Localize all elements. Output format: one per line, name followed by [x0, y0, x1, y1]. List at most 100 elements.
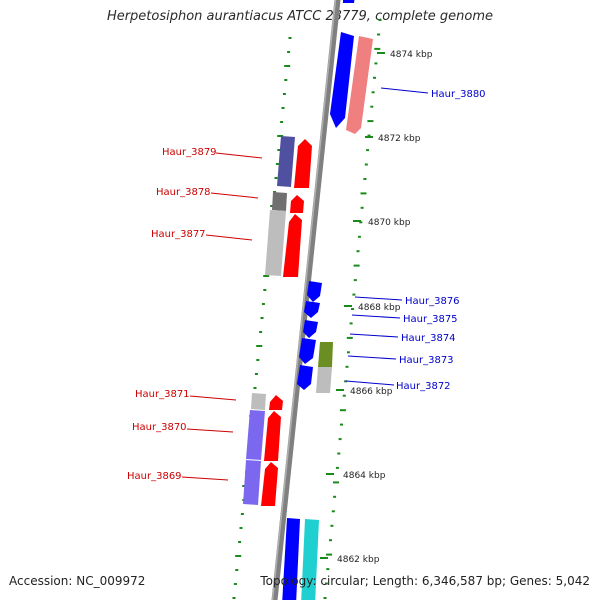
tick-4864: 4864 kbp [326, 471, 386, 481]
tick-label: 4866 kbp [350, 387, 393, 397]
gene-haur-3877[interactable] [283, 214, 302, 277]
label-haur-3875[interactable]: Haur_3875 [403, 314, 458, 325]
label-haur-3876[interactable]: Haur_3876 [405, 296, 460, 307]
tick-4874: 4874 kbp [377, 50, 433, 60]
gene-haur-3871-grey[interactable] [251, 393, 266, 410]
gc-dot-inner [324, 582, 328, 585]
gene-bottom-blue[interactable] [282, 518, 300, 600]
gene-haur-3876[interactable] [307, 281, 322, 302]
label-haur-3870[interactable]: Haur_3870 [132, 422, 187, 433]
gc-dot-outer [281, 107, 285, 109]
gc-dot-outer [263, 289, 267, 291]
gc-dot-inner [338, 438, 342, 441]
gc-dot-inner [346, 336, 353, 339]
gene-haur-3874[interactable] [303, 320, 318, 338]
gc-dot-inner [367, 134, 371, 137]
gene-haur-3869[interactable] [261, 462, 278, 506]
tick-label: 4862 kbp [337, 555, 380, 565]
gene-haur-3871[interactable] [269, 395, 283, 410]
gc-dot-outer [263, 275, 270, 277]
accession-text: Accession: NC_009972 [9, 574, 146, 588]
gc-dot-inner [359, 221, 363, 224]
label-haur-3871[interactable]: Haur_3871 [135, 389, 190, 400]
gene-haur-3873-blue[interactable] [299, 338, 316, 364]
gc-dot-outer [238, 541, 242, 543]
gc-dot-inner [344, 380, 348, 383]
gc-dot-inner [367, 120, 374, 123]
gc-dot-inner [357, 235, 361, 238]
gc-dot-inner [323, 597, 327, 599]
gc-dot-outer [282, 93, 286, 95]
gc-dot-inner [346, 351, 350, 354]
genome-backbone [271, 0, 341, 600]
gc-dot-outer [260, 317, 264, 319]
tick-4866: 4866 kbp [336, 387, 393, 397]
gc-dot-outer [235, 569, 239, 571]
gc-dot-outer [240, 513, 244, 515]
gc-dot-outer [235, 555, 242, 557]
gc-dot-inner [377, 33, 381, 36]
gene-haur-3872-blue[interactable] [297, 365, 313, 390]
label-haur-3880[interactable]: Haur_3880 [431, 89, 486, 100]
gc-dot-outer [233, 583, 237, 585]
tick-label: 4870 kbp [368, 218, 411, 228]
gc-dot-inner [353, 279, 357, 282]
gc-dot-inner [342, 394, 346, 397]
label-haur-3878[interactable]: Haur_3878 [156, 187, 211, 198]
label-haur-3873[interactable]: Haur_3873 [399, 355, 454, 366]
gc-dot-inner [331, 510, 335, 513]
tick-label: 4864 kbp [343, 471, 386, 481]
gc-dot-outer [273, 191, 277, 193]
forward-genes [282, 0, 373, 600]
gene-haur-3870[interactable] [264, 411, 281, 461]
gene-haur-3879[interactable] [294, 139, 312, 188]
label-haur-3879[interactable]: Haur_3879 [162, 147, 217, 158]
gene-haur-3880[interactable] [346, 36, 373, 134]
gene-haur-3878-grey[interactable] [272, 192, 287, 211]
gc-dot-inner [326, 553, 333, 556]
gc-dot-inner [378, 19, 382, 21]
gc-dot-inner [345, 365, 349, 368]
label-haur-3877[interactable]: Haur_3877 [151, 229, 206, 240]
tick-label: 4872 kbp [378, 134, 421, 144]
gc-dot-inner [335, 466, 339, 469]
genome-summary-text: Topology: circular; Length: 6,346,587 bp… [260, 574, 590, 588]
gene-haur-3880-blue[interactable] [330, 32, 354, 128]
gene-haur-3877-grey[interactable] [265, 210, 286, 276]
gc-dot-inner [371, 91, 375, 94]
gene-bottom-cyan[interactable] [301, 519, 319, 600]
label-haur-3869[interactable]: Haur_3869 [127, 471, 182, 482]
gc-dot-inner [360, 192, 367, 195]
gene-haur-3873[interactable] [318, 342, 333, 367]
gc-dot-inner [363, 178, 367, 180]
gc-dot-outer [261, 303, 265, 305]
gc-dot-outer [277, 149, 281, 151]
backbone-highlight [271, 0, 337, 600]
map-title: Herpetosiphon aurantiacus ATCC 23779, co… [106, 9, 494, 24]
gc-dot-outer [253, 387, 257, 389]
label-haur-3872[interactable]: Haur_3872 [396, 381, 451, 392]
gc-dot-outer [275, 163, 279, 165]
gene-haur-3869-lavender[interactable] [243, 460, 261, 505]
label-haur-3874[interactable]: Haur_3874 [401, 333, 456, 344]
gc-dot-inner [360, 206, 364, 209]
gene-haur-3875[interactable] [304, 301, 320, 318]
gc-dot-inner [337, 452, 341, 455]
gc-dot-inner [349, 322, 353, 325]
gene-haur-3878[interactable] [290, 195, 304, 213]
gc-dot-inner [333, 495, 337, 498]
gene-haur-3879-navy[interactable] [277, 136, 295, 187]
gc-dot-inner [330, 524, 334, 527]
gc-dot-outer [288, 37, 292, 39]
gene-haur-3872[interactable] [316, 367, 332, 393]
gc-dot-outer [256, 345, 263, 347]
gc-dot-inner [373, 76, 376, 79]
tick-4870: 4870 kbp [353, 218, 411, 228]
gene-blue-top[interactable] [343, 0, 355, 3]
gc-dot-inner [351, 308, 354, 310]
gene-labels: Haur_3880 Haur_3876 Haur_3875 Haur_3874 … [127, 89, 486, 482]
tick-4872: 4872 kbp [365, 134, 421, 144]
gc-dot-outer [277, 135, 284, 137]
gene-haur-3870-lavender[interactable] [246, 410, 265, 460]
